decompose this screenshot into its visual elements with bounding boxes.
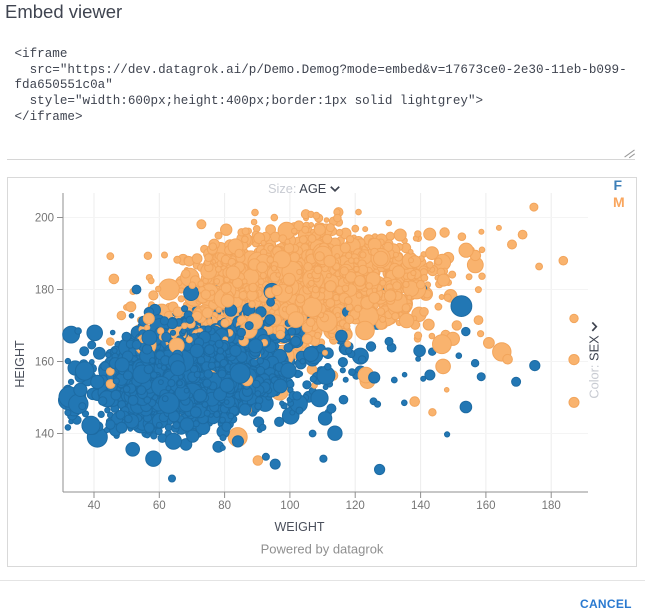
svg-text:160: 160 [35, 357, 54, 369]
svg-text:160: 160 [476, 500, 495, 512]
svg-text:140: 140 [35, 429, 54, 441]
svg-text:200: 200 [35, 213, 54, 225]
svg-text:140: 140 [411, 500, 430, 512]
svg-text:80: 80 [218, 500, 231, 512]
svg-text:40: 40 [88, 500, 101, 512]
svg-text:180: 180 [35, 285, 54, 297]
svg-text:60: 60 [153, 500, 166, 512]
svg-text:180: 180 [542, 500, 561, 512]
svg-text:100: 100 [280, 500, 299, 512]
svg-text:120: 120 [346, 500, 365, 512]
